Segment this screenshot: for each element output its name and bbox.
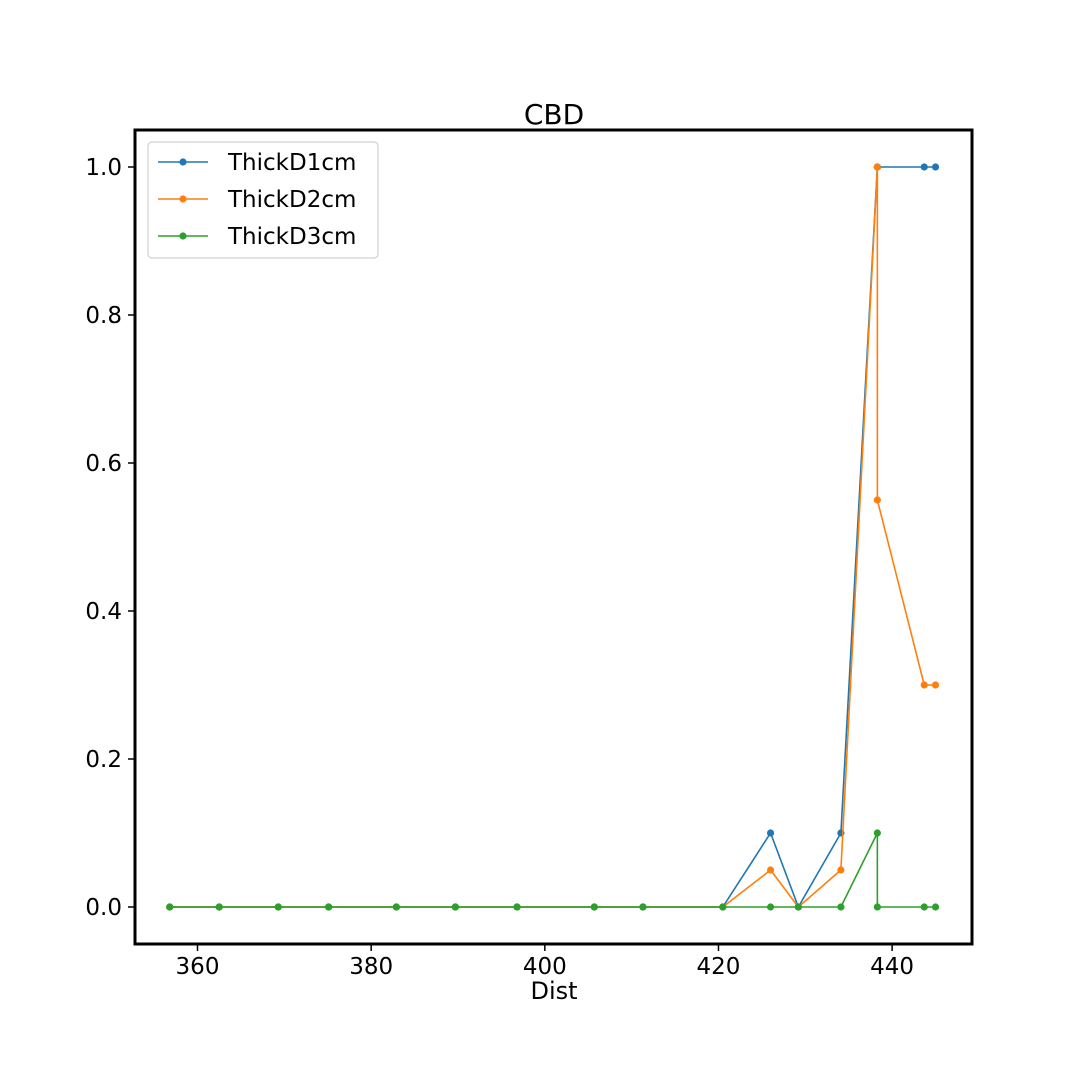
legend-item: ThickD1cm [158, 150, 356, 176]
data-point [873, 163, 881, 171]
data-point [794, 903, 802, 911]
legend-marker [179, 158, 187, 166]
data-point [837, 866, 845, 874]
x-axis-ticks: 360 380 400 420 440 [176, 944, 914, 980]
data-point [274, 903, 282, 911]
y-tick-label: 0.8 [85, 303, 122, 329]
series-ThickD2cm [166, 163, 940, 911]
data-point [920, 681, 928, 689]
data-point [920, 163, 928, 171]
data-point [931, 163, 940, 171]
y-tick-label: 0.6 [85, 451, 122, 477]
data-point [392, 903, 400, 911]
data-point [873, 829, 881, 837]
y-tick-label: 0.2 [85, 747, 122, 773]
y-axis-ticks: 0.0 0.2 0.4 0.6 0.8 1.0 [85, 155, 135, 921]
x-tick-label: 380 [349, 954, 393, 980]
series-ThickD1cm [166, 163, 940, 911]
legend: ThickD1cm ThickD2cm ThickD3cm [147, 141, 379, 259]
data-point [719, 903, 727, 911]
legend-marker [179, 195, 187, 203]
data-point [873, 496, 881, 504]
y-tick-label: 0.4 [85, 599, 122, 625]
series-line [169, 832, 936, 908]
data-point [931, 903, 940, 911]
plot-frame [133, 128, 974, 946]
data-point [639, 903, 647, 911]
data-point [325, 903, 333, 911]
series-layer [166, 163, 940, 911]
data-point [931, 681, 940, 689]
y-tick-label: 1.0 [85, 155, 122, 181]
chart-title: CBD [524, 98, 584, 131]
data-point [837, 903, 845, 911]
data-point [215, 903, 223, 911]
x-tick-label: 400 [523, 954, 567, 980]
data-point [166, 903, 174, 911]
legend-label: ThickD2cm [227, 187, 356, 213]
data-point [590, 903, 598, 911]
legend-label: ThickD3cm [227, 224, 356, 250]
data-point [451, 903, 459, 911]
legend-box [147, 141, 379, 259]
x-tick-label: 420 [697, 954, 741, 980]
data-point [766, 829, 775, 837]
legend-label: ThickD1cm [227, 150, 356, 176]
data-point [766, 903, 775, 911]
series-line [169, 166, 936, 908]
legend-items: ThickD1cm ThickD2cm ThickD3cm [158, 150, 356, 250]
data-point [920, 903, 928, 911]
data-point [513, 903, 521, 911]
x-tick-label: 440 [870, 954, 914, 980]
data-point [873, 903, 881, 911]
legend-item: ThickD2cm [158, 187, 356, 213]
x-tick-label: 360 [176, 954, 220, 980]
x-axis-label: Dist [530, 977, 577, 1005]
y-tick-label: 0.0 [85, 895, 122, 921]
legend-marker [179, 232, 187, 240]
series-line [169, 166, 936, 908]
legend-item: ThickD3cm [158, 224, 356, 250]
data-point [766, 866, 775, 874]
series-ThickD3cm [166, 829, 940, 911]
